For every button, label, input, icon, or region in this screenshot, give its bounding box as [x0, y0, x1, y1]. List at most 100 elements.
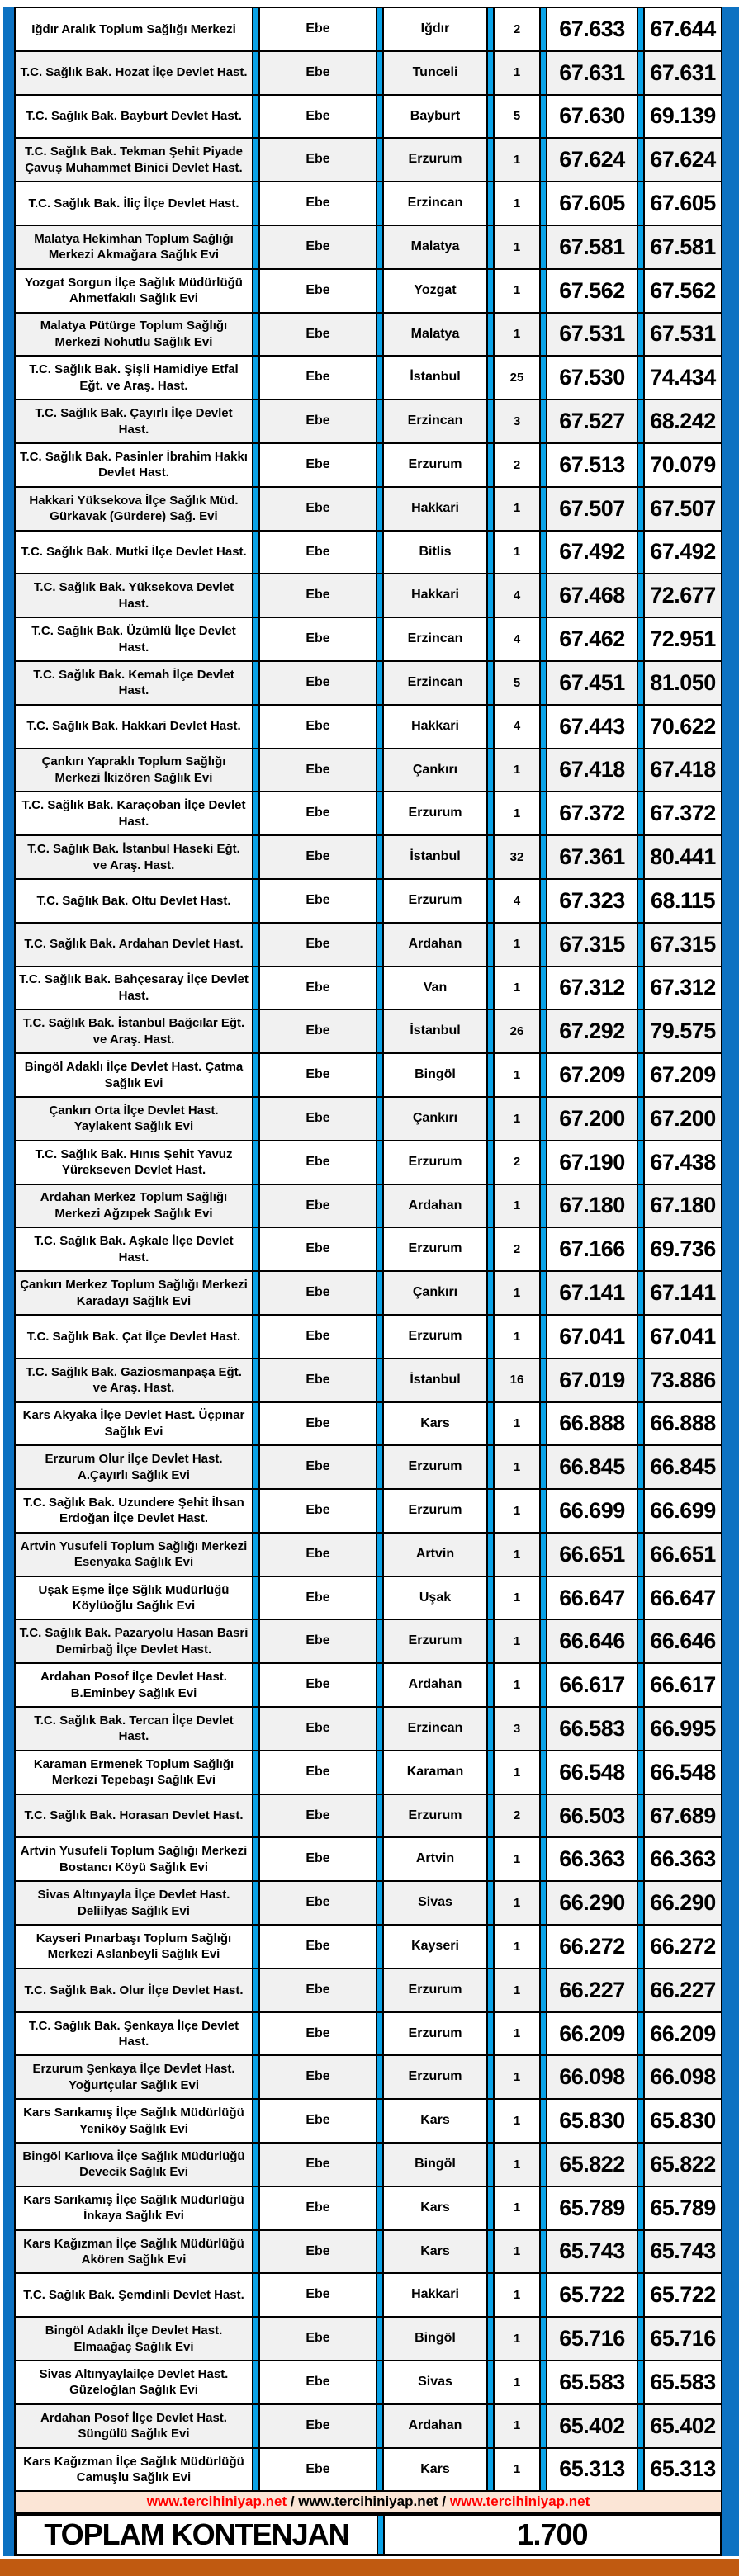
website-link[interactable]: www.tercihiniyap.net	[146, 2493, 287, 2510]
column-separator	[252, 2186, 260, 2229]
profession-cell: Ebe	[260, 139, 376, 182]
institution-cell: Malatya Hekimhan Toplum Sağlığı Merkezi …	[16, 225, 252, 268]
column-separator	[486, 661, 495, 704]
quota-cell: 1	[495, 269, 539, 312]
base-score-cell: 66.583	[547, 1708, 637, 1750]
column-separator	[252, 1315, 260, 1358]
quota-cell: 4	[495, 618, 539, 660]
website-link[interactable]: www.tercihiniyap.net	[298, 2493, 438, 2510]
quota-cell: 1	[495, 923, 539, 966]
profession-cell: Ebe	[260, 1882, 376, 1925]
quota-cell: 1	[495, 1054, 539, 1096]
column-separator	[637, 269, 645, 312]
institution-cell: Kars Sarıkamış İlçe Sağlık Müdürlüğü İnk…	[16, 2186, 252, 2229]
profession-cell: Ebe	[260, 2144, 376, 2186]
base-score-cell: 65.716	[547, 2318, 637, 2361]
column-separator	[637, 1272, 645, 1314]
column-separator	[539, 1184, 547, 1227]
table-row: Malatya Hekimhan Toplum Sağlığı Merkezi …	[16, 225, 721, 270]
column-separator	[252, 2318, 260, 2361]
base-score-cell: 67.323	[547, 879, 637, 922]
profession-cell: Ebe	[260, 1402, 376, 1445]
city-cell: Erzincan	[384, 400, 486, 442]
city-cell: Erzurum	[384, 879, 486, 922]
institution-cell: T.C. Sağlık Bak. Horasan Devlet Hast.	[16, 1794, 252, 1837]
column-separator	[252, 400, 260, 442]
institution-cell: T.C. Sağlık Bak. Tercan İlçe Devlet Hast…	[16, 1708, 252, 1750]
column-separator	[486, 443, 495, 486]
column-separator	[252, 2230, 260, 2273]
quota-cell: 1	[495, 182, 539, 225]
quota-cell: 3	[495, 1708, 539, 1750]
table-row: Kars Akyaka İlçe Devlet Hast. Üçpınar Sa…	[16, 1402, 721, 1447]
column-separator	[539, 1228, 547, 1271]
city-cell: Erzincan	[384, 1708, 486, 1750]
city-cell: Erzurum	[384, 1794, 486, 1837]
column-separator	[486, 400, 495, 442]
column-separator	[486, 51, 495, 94]
city-cell: Ardahan	[384, 923, 486, 966]
table-row: T.C. Sağlık Bak. Şemdinli Devlet Hast. Eb…	[16, 2274, 721, 2318]
table-row: T.C. Sağlık Bak. İstanbul Haseki Eğt. ve…	[16, 836, 721, 880]
column-separator	[376, 967, 384, 1009]
column-separator	[486, 1141, 495, 1184]
column-separator	[376, 1751, 384, 1794]
institution-cell: Iğdır Aralık Toplum Sağlığı Merkezi	[16, 8, 252, 50]
column-separator	[486, 2144, 495, 2186]
city-cell: Erzincan	[384, 618, 486, 660]
column-separator	[376, 1315, 384, 1358]
column-separator	[539, 792, 547, 835]
profession-cell: Ebe	[260, 95, 376, 138]
ceiling-score-cell: 67.531	[645, 313, 721, 356]
column-separator	[486, 1228, 495, 1271]
base-score-cell: 67.418	[547, 749, 637, 792]
column-separator	[252, 967, 260, 1009]
city-cell: Artvin	[384, 1838, 486, 1881]
column-separator	[637, 531, 645, 574]
institution-cell: T.C. Sağlık Bak. Şenkaya İlçe Devlet Has…	[16, 2012, 252, 2055]
table-row: Hakkari Yüksekova İlçe Sağlık Müd. Gürka…	[16, 487, 721, 532]
city-cell: İstanbul	[384, 1359, 486, 1401]
column-separator	[486, 749, 495, 792]
institution-cell: Artvin Yusufeli Toplum Sağlığı Merkezi B…	[16, 1838, 252, 1881]
column-separator	[376, 313, 384, 356]
website-link[interactable]: www.tercihiniyap.net	[449, 2493, 590, 2510]
column-separator	[376, 705, 384, 748]
city-cell: İstanbul	[384, 836, 486, 878]
column-separator	[637, 1010, 645, 1053]
ceiling-score-cell: 65.743	[645, 2230, 721, 2273]
column-separator	[486, 357, 495, 399]
column-separator	[486, 1533, 495, 1576]
city-cell: Erzurum	[384, 1969, 486, 2011]
base-score-cell: 65.313	[547, 2448, 637, 2491]
column-separator	[637, 95, 645, 138]
column-separator	[539, 2361, 547, 2403]
profession-cell: Ebe	[260, 225, 376, 268]
column-separator	[376, 1708, 384, 1750]
table-row: Karaman Ermenek Toplum Sağlığı Merkezi T…	[16, 1751, 721, 1795]
column-separator	[376, 574, 384, 617]
city-cell: Karaman	[384, 1751, 486, 1794]
column-separator	[539, 1664, 547, 1707]
city-cell: Sivas	[384, 2361, 486, 2403]
table-row: T.C. Sağlık Bak. Üzümlü İlçe Devlet Hast…	[16, 618, 721, 662]
ceiling-score-cell: 65.830	[645, 2100, 721, 2143]
city-cell: Bingöl	[384, 2318, 486, 2361]
base-score-cell: 66.647	[547, 1576, 637, 1619]
column-separator	[376, 618, 384, 660]
quota-cell: 4	[495, 705, 539, 748]
column-separator	[376, 269, 384, 312]
base-score-cell: 65.402	[547, 2404, 637, 2447]
column-separator	[637, 2012, 645, 2055]
base-score-cell: 67.631	[547, 51, 637, 94]
table-row: T.C. Sağlık Bak. Olur İlçe Devlet Hast. E…	[16, 1969, 721, 2013]
profession-cell: Ebe	[260, 1315, 376, 1358]
column-separator	[637, 225, 645, 268]
ceiling-score-cell: 66.227	[645, 1969, 721, 2011]
institution-cell: Çankırı Yapraklı Toplum Sağlığı Merkezi …	[16, 749, 252, 792]
column-separator	[252, 1184, 260, 1227]
column-separator	[252, 1490, 260, 1532]
profession-cell: Ebe	[260, 1708, 376, 1750]
base-score-cell: 66.548	[547, 1751, 637, 1794]
column-separator	[539, 269, 547, 312]
